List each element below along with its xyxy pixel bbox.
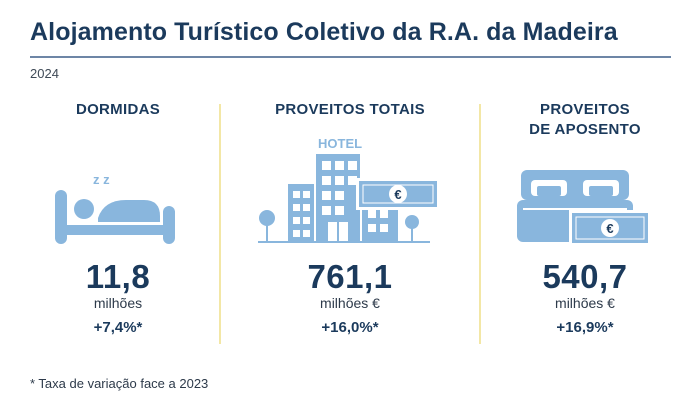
euro-symbol: € bbox=[394, 187, 401, 202]
proveitos-totais-change: +16,0%* bbox=[321, 319, 379, 336]
dormidas-unit: milhões bbox=[93, 295, 143, 311]
title-divider bbox=[30, 56, 671, 58]
proveitos-totais-unit: milhões € bbox=[320, 295, 380, 311]
panel-divider bbox=[479, 104, 481, 344]
proveitos-aposento-unit: milhões € bbox=[555, 295, 615, 311]
hotel-building-icon: HOTEL bbox=[258, 136, 440, 243]
bed-icon: € bbox=[517, 170, 651, 246]
dormidas-change: +7,4%* bbox=[93, 319, 143, 336]
panel-heading: PROVEITOS TOTAIS bbox=[275, 101, 425, 118]
dormidas-value: 11,8 bbox=[85, 258, 151, 295]
panel-proveitos-aposento: PROVEITOS DE APOSENTO € 540,7 milhões € … bbox=[485, 100, 685, 336]
panel-heading: DORMIDAS bbox=[75, 101, 161, 118]
page-title: Alojamento Turístico Coletivo da R.A. da… bbox=[30, 18, 618, 46]
sleeping-person-icon: z z bbox=[55, 172, 175, 244]
proveitos-totais-value: 761,1 bbox=[307, 258, 393, 295]
heading-line-2: DE APOSENTO bbox=[529, 121, 641, 138]
zzz-text: z z bbox=[93, 172, 110, 187]
panel-divider bbox=[219, 104, 221, 344]
proveitos-aposento-value: 540,7 bbox=[542, 258, 628, 295]
proveitos-aposento-change: +16,9%* bbox=[556, 319, 614, 336]
panel-dormidas: DORMIDAS z z 11,8 milhões +7,4%* bbox=[18, 100, 218, 336]
year-label: 2024 bbox=[30, 66, 59, 81]
hotel-sign: HOTEL bbox=[318, 136, 362, 151]
footnote: * Taxa de variação face a 2023 bbox=[30, 376, 209, 391]
panel-heading: PROVEITOS DE APOSENTO bbox=[485, 100, 685, 140]
panel-proveitos-totais: PROVEITOS TOTAIS HOTEL bbox=[250, 100, 450, 336]
euro-symbol: € bbox=[606, 221, 613, 236]
heading-line-1: PROVEITOS bbox=[540, 101, 630, 118]
